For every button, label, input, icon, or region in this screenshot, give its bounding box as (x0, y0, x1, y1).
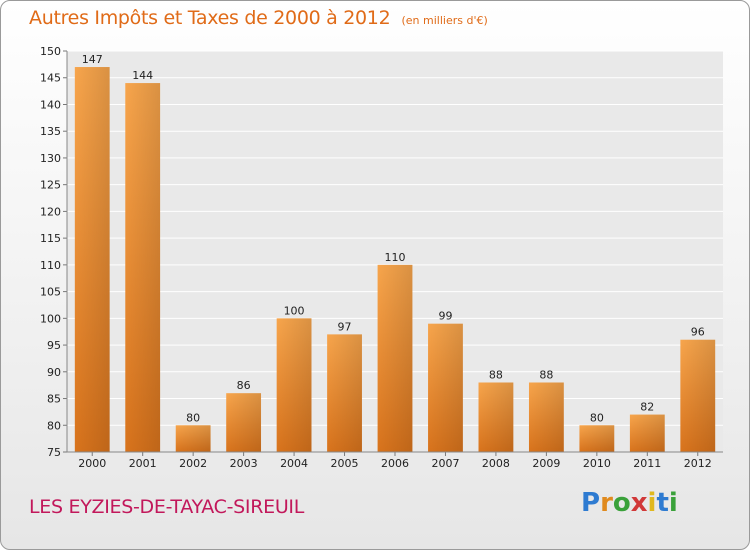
bar-value-label: 100 (284, 304, 305, 317)
bar-value-label: 80 (186, 411, 200, 424)
logo-letter: x (630, 488, 648, 518)
bar-shade (579, 425, 615, 452)
y-tick-label: 85 (47, 393, 61, 406)
logo-letter: t (656, 488, 669, 518)
y-tick-label: 130 (40, 152, 61, 165)
x-tick-label: 2000 (78, 457, 106, 470)
proxiti-logo[interactable]: Proxiti (581, 488, 678, 518)
bar-shade (680, 339, 716, 452)
bar-shade (276, 318, 312, 452)
y-tick-label: 135 (40, 125, 61, 138)
x-tick-label: 2001 (129, 457, 157, 470)
chart-title: Autres Impôts et Taxes de 2000 à 2012 (29, 7, 391, 29)
logo-letter: i (668, 488, 678, 518)
bar-shade (327, 334, 362, 452)
bar-shade (125, 83, 161, 452)
chart-title-row: Autres Impôts et Taxes de 2000 à 2012 (e… (29, 7, 488, 29)
y-tick-label: 125 (40, 179, 61, 192)
bar-value-label: 86 (237, 379, 251, 392)
bar-shade (175, 425, 211, 452)
bar-value-label: 144 (132, 69, 153, 82)
bar-value-label: 80 (590, 411, 604, 424)
x-tick-label: 2006 (381, 457, 409, 470)
bar-value-label: 82 (640, 401, 654, 414)
y-tick-label: 110 (40, 259, 61, 272)
y-tick-label: 115 (40, 232, 61, 245)
bar-value-label: 99 (438, 310, 452, 323)
y-tick-label: 80 (47, 419, 61, 432)
x-tick-label: 2010 (583, 457, 611, 470)
logo-letter: r (600, 488, 613, 518)
y-tick-label: 120 (40, 205, 61, 218)
y-tick-label: 90 (47, 366, 61, 379)
x-tick-label: 2009 (532, 457, 560, 470)
x-tick-label: 2011 (633, 457, 661, 470)
bar-shade (226, 393, 262, 452)
y-tick-label: 95 (47, 339, 61, 352)
bar-shade (377, 264, 413, 452)
bar-shade (428, 323, 463, 452)
bar-value-label: 147 (82, 53, 103, 66)
x-tick-label: 2012 (684, 457, 712, 470)
x-tick-label: 2003 (230, 457, 258, 470)
y-tick-label: 150 (40, 45, 61, 58)
bar-value-label: 96 (691, 326, 705, 339)
logo-letter: o (612, 488, 631, 518)
y-tick-label: 140 (40, 98, 61, 111)
x-tick-label: 2005 (331, 457, 359, 470)
logo-letter: i (647, 488, 657, 518)
x-tick-label: 2004 (280, 457, 308, 470)
bar-shade (478, 382, 514, 452)
commune-name: LES EYZIES-DE-TAYAC-SIREUIL (29, 496, 305, 518)
bar-shade (528, 382, 564, 452)
y-tick-label: 100 (40, 312, 61, 325)
x-tick-label: 2007 (431, 457, 459, 470)
logo-letter: P (581, 488, 601, 518)
bar-value-label: 88 (539, 368, 553, 381)
y-tick-label: 75 (47, 446, 61, 459)
bar-value-label: 88 (489, 368, 503, 381)
bar-value-label: 97 (338, 320, 352, 333)
x-tick-label: 2008 (482, 457, 510, 470)
bar-shade (74, 67, 110, 452)
x-tick-label: 2002 (179, 457, 207, 470)
y-tick-label: 145 (40, 72, 61, 85)
y-tick-label: 105 (40, 286, 61, 299)
chart-subtitle: (en milliers d'€) (401, 14, 488, 27)
bar-value-label: 110 (385, 251, 406, 264)
bar-shade (629, 414, 665, 452)
